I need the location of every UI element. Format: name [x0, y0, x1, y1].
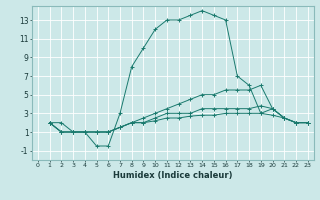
X-axis label: Humidex (Indice chaleur): Humidex (Indice chaleur) — [113, 171, 233, 180]
